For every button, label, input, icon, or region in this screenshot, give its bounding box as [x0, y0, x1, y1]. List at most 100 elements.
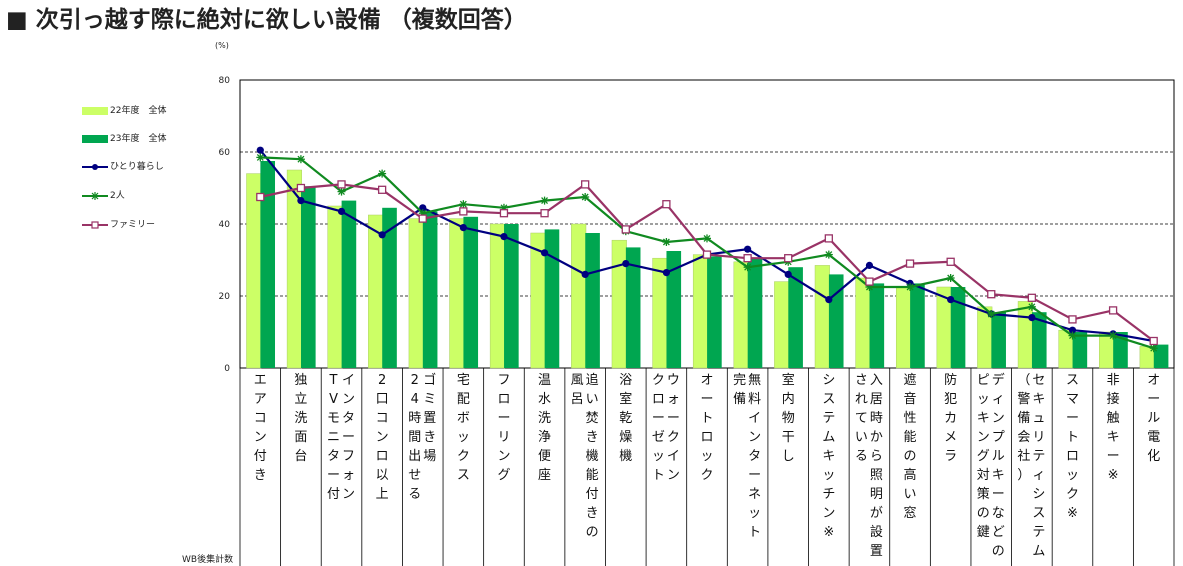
category-label-char: ッ	[1066, 468, 1079, 483]
category-label-char: き	[586, 430, 599, 445]
category-label-char: ュ	[1032, 411, 1045, 426]
category-label-char: ン	[748, 430, 761, 445]
bar	[544, 229, 560, 368]
category-label-char: イ	[667, 449, 680, 464]
data-point	[743, 263, 752, 272]
data-point	[987, 290, 996, 299]
data-point	[947, 296, 955, 304]
footnote: WB後集計数	[182, 553, 233, 565]
category-label-char: ッ	[748, 506, 761, 521]
category-label-char: ー	[700, 392, 713, 407]
data-point	[459, 224, 467, 232]
category-label-char: 鍵	[977, 524, 990, 540]
legend-label: ひとり暮らし	[110, 162, 164, 172]
data-point	[946, 257, 955, 266]
category-label-char: 追	[586, 372, 599, 388]
category-label-char: ス	[1066, 373, 1079, 388]
data-point	[662, 269, 670, 277]
category-label-char: 配	[457, 392, 470, 407]
category-label-char: 音	[904, 391, 917, 407]
category-label-char: 物	[782, 411, 795, 426]
category-label-char: マ	[1066, 392, 1079, 407]
bar	[489, 223, 506, 369]
category-label-char: （	[1017, 373, 1030, 388]
category-label-char: キ	[822, 449, 835, 464]
category-label-char: 台	[294, 449, 307, 464]
legend-item: ファミリー	[82, 217, 155, 233]
data-point	[906, 283, 915, 291]
data-point	[865, 277, 874, 286]
legend-swatch	[82, 134, 108, 143]
category-label-char: の	[992, 544, 1005, 559]
data-point	[499, 209, 509, 218]
category-label-char: い	[904, 487, 917, 502]
category-label-char: 4	[411, 392, 419, 407]
category-label-char: ー	[1066, 411, 1079, 426]
category-label-char: ー	[342, 430, 355, 445]
category-label-char: モ	[327, 411, 340, 426]
bar	[300, 186, 316, 368]
category-label-char: オ	[700, 373, 713, 388]
category-label-char: 内	[782, 391, 795, 407]
data-point	[296, 183, 306, 193]
category-label-char: 浄	[538, 430, 551, 445]
legend-item: 22年度 全体	[82, 103, 166, 119]
bar	[869, 283, 885, 368]
category-label-char: ル	[992, 449, 1005, 464]
legend-label: 2人	[110, 191, 125, 201]
data-point	[702, 250, 712, 259]
category-label-char: 無	[748, 373, 761, 388]
category-label-char: 照	[870, 468, 883, 483]
data-point	[1149, 336, 1158, 346]
data-point	[459, 207, 468, 216]
category-label-char: ン	[667, 468, 680, 483]
category-label-char: い	[586, 392, 599, 407]
category-label-char: ィ	[1032, 468, 1045, 483]
category-label-char: リ	[1032, 430, 1045, 445]
category-label-char: 入	[870, 373, 883, 388]
category-label-char: 温	[538, 373, 551, 388]
category-label-char: 付	[327, 487, 340, 502]
category-label-char: 面	[294, 430, 307, 445]
category-label-char: キ	[1107, 430, 1120, 445]
category-label-char: V	[329, 392, 338, 407]
data-point	[256, 153, 265, 162]
bar	[1113, 332, 1128, 368]
data-point	[1028, 314, 1036, 322]
category-label-char: 燥	[619, 430, 632, 445]
category-label-char: ゼ	[652, 430, 665, 445]
data-point	[662, 200, 671, 209]
category-label-char: ス	[822, 392, 835, 407]
category-label-char: ー	[1147, 392, 1160, 407]
data-point	[418, 214, 427, 223]
data-point	[581, 193, 590, 201]
category-label-char: ン	[822, 506, 835, 521]
category-label-char: ウ	[667, 373, 680, 388]
category-label-char: 水	[538, 392, 551, 407]
category-label-char: 以	[376, 468, 389, 483]
data-point	[865, 261, 874, 269]
category-label-char: ト	[1066, 430, 1079, 445]
category-label-char: 座	[538, 468, 551, 483]
category-label-char: ー	[1107, 449, 1120, 464]
data-point	[703, 234, 711, 243]
category-label-char: ）	[1017, 468, 1030, 483]
bar	[950, 287, 966, 368]
category-label-char: ク	[457, 449, 470, 464]
bar	[408, 218, 424, 369]
category-label-char: な	[992, 506, 1005, 521]
category-label-char: れ	[855, 392, 868, 407]
category-label-char: が	[870, 506, 883, 521]
category-label-char: 窓	[904, 505, 917, 521]
page-title: ■ 次引っ越す際に絶対に欲しい設備 （複数回答）	[6, 7, 527, 33]
bar	[422, 211, 438, 368]
bar	[463, 216, 479, 368]
category-label-char: ゴ	[423, 372, 436, 388]
category-label-char: 設	[870, 524, 883, 540]
category-label-char: ー	[667, 411, 680, 426]
category-label-char: 居	[870, 392, 883, 407]
category-label-char: ス	[1032, 506, 1045, 521]
category-label-char: の	[904, 449, 917, 464]
category-label-char: 洗	[538, 411, 551, 426]
category-label-char: タ	[342, 411, 355, 426]
